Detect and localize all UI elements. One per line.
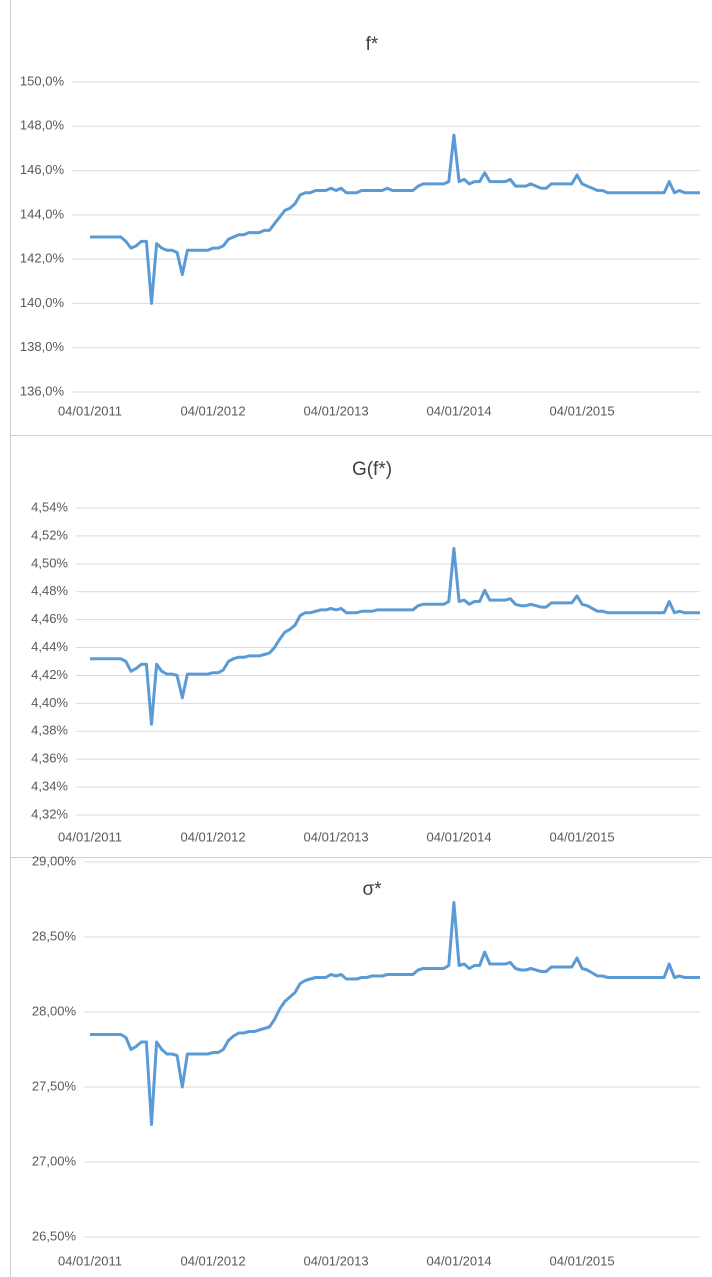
chart-title: σ* xyxy=(362,879,382,900)
y-tick-label: 140,0% xyxy=(20,295,65,310)
y-tick-label: 4,42% xyxy=(31,667,68,682)
x-tick-label: 04/01/2014 xyxy=(427,1253,492,1268)
y-tick-label: 29,00% xyxy=(32,853,77,868)
x-tick-label: 04/01/2012 xyxy=(180,829,245,844)
x-tick-label: 04/01/2011 xyxy=(58,1253,122,1268)
y-tick-label: 28,00% xyxy=(32,1003,77,1018)
chart-title: f* xyxy=(366,34,379,55)
y-tick-label: 142,0% xyxy=(20,251,65,266)
y-tick-label: 4,44% xyxy=(31,639,68,654)
x-tick-label: 04/01/2012 xyxy=(180,1253,245,1268)
x-tick-label: 04/01/2011 xyxy=(58,403,122,418)
x-tick-label: 04/01/2015 xyxy=(550,829,615,844)
y-tick-label: 4,34% xyxy=(31,779,68,794)
x-tick-label: 04/01/2013 xyxy=(304,1253,369,1268)
x-tick-label: 04/01/2011 xyxy=(58,829,122,844)
x-tick-label: 04/01/2012 xyxy=(180,403,245,418)
y-tick-label: 4,50% xyxy=(31,555,68,570)
y-tick-label: 150,0% xyxy=(20,73,65,88)
y-tick-label: 4,36% xyxy=(31,751,68,766)
x-tick-label: 04/01/2013 xyxy=(304,829,369,844)
y-tick-label: 4,38% xyxy=(31,723,68,738)
y-tick-label: 146,0% xyxy=(20,162,65,177)
x-tick-label: 04/01/2015 xyxy=(550,1253,615,1268)
x-tick-label: 04/01/2013 xyxy=(304,403,369,418)
y-tick-label: 27,50% xyxy=(32,1078,77,1093)
x-tick-label: 04/01/2014 xyxy=(427,403,492,418)
x-tick-label: 04/01/2015 xyxy=(550,403,615,418)
y-tick-label: 4,40% xyxy=(31,695,68,710)
y-tick-label: 4,54% xyxy=(31,499,68,514)
y-tick-label: 4,46% xyxy=(31,611,68,626)
y-tick-label: 26,50% xyxy=(32,1228,77,1243)
chart-title: G(f*) xyxy=(352,459,392,480)
y-tick-label: 148,0% xyxy=(20,118,65,133)
y-tick-label: 4,32% xyxy=(31,806,68,821)
y-tick-label: 4,52% xyxy=(31,527,68,542)
data-line xyxy=(90,133,700,305)
y-tick-label: 28,50% xyxy=(32,928,77,943)
y-tick-label: 27,00% xyxy=(32,1153,77,1168)
y-tick-label: 144,0% xyxy=(20,206,65,221)
data-line xyxy=(90,901,700,1126)
y-tick-label: 4,48% xyxy=(31,583,68,598)
y-tick-label: 136,0% xyxy=(20,383,65,398)
data-line xyxy=(90,547,700,726)
x-tick-label: 04/01/2014 xyxy=(427,829,492,844)
y-tick-label: 138,0% xyxy=(20,339,65,354)
